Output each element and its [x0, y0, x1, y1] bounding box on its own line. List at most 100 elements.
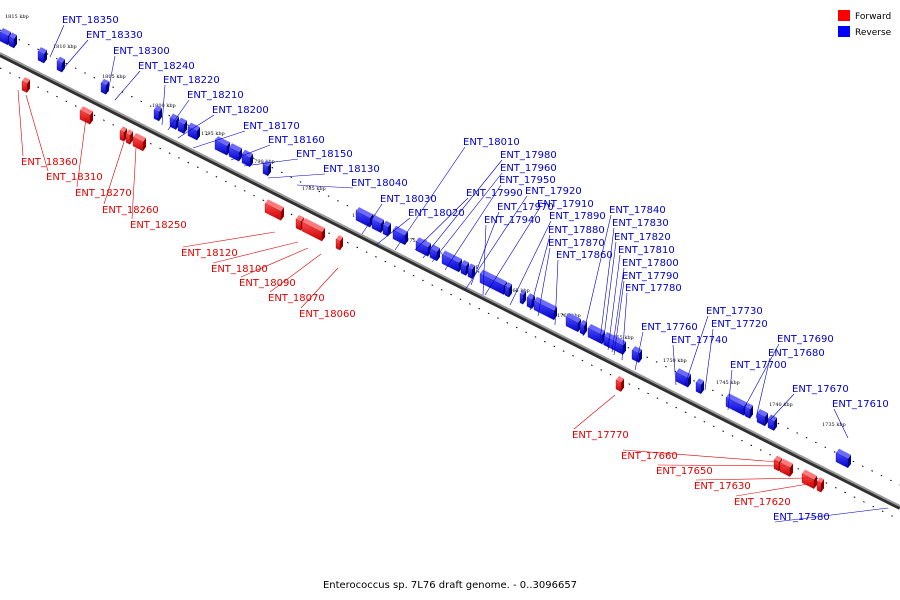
- reverse-gene-label[interactable]: ENT_17840: [609, 205, 666, 216]
- reverse-gene-label[interactable]: ENT_17970: [497, 202, 554, 213]
- forward-gene-block: [21, 77, 30, 93]
- reverse-gene-label[interactable]: ENT_18020: [408, 208, 465, 219]
- reverse-gene-block: [100, 78, 109, 95]
- reverse-leader-line: [431, 172, 503, 263]
- reverse-gene-label[interactable]: ENT_18220: [163, 75, 220, 86]
- reverse-gene-label[interactable]: ENT_18300: [113, 46, 170, 57]
- forward-gene-label[interactable]: ENT_17620: [734, 497, 791, 508]
- reverse-gene-label[interactable]: ENT_18150: [296, 149, 353, 160]
- reverse-gene-label[interactable]: ENT_17740: [671, 335, 728, 346]
- forward-gene-label[interactable]: ENT_18360: [21, 157, 78, 168]
- reverse-gene-label[interactable]: ENT_17580: [773, 512, 830, 523]
- reverse-leader-line: [444, 184, 502, 271]
- kbp-tick-label: 1735 kbp: [822, 422, 846, 428]
- reverse-gene-label[interactable]: ENT_17890: [549, 211, 606, 222]
- reverse-gene-label[interactable]: ENT_18160: [268, 135, 325, 146]
- reverse-gene-label[interactable]: ENT_17910: [537, 199, 594, 210]
- reverse-gene-label[interactable]: ENT_17810: [618, 245, 675, 256]
- reverse-gene-label[interactable]: ENT_17960: [500, 163, 557, 174]
- reverse-gene-label[interactable]: ENT_17830: [612, 218, 669, 229]
- legend-forward-label: Forward: [855, 12, 891, 22]
- reverse-gene-label[interactable]: ENT_17760: [641, 322, 698, 333]
- legend-reverse-swatch: [838, 26, 850, 37]
- forward-gene-block: [125, 129, 133, 145]
- kbp-tick-label: 1765 kbp: [506, 288, 530, 294]
- legend-forward-swatch: [838, 10, 850, 21]
- reverse-gene-block: [631, 346, 642, 363]
- reverse-gene-block: [767, 414, 777, 431]
- reverse-gene-block: [460, 260, 469, 276]
- reverse-gene-block: [587, 323, 605, 345]
- reverse-gene-label[interactable]: ENT_18010: [463, 137, 520, 148]
- forward-gene-block: [119, 126, 127, 142]
- reverse-gene-block: [8, 32, 17, 49]
- reverse-gene-label[interactable]: ENT_18330: [86, 30, 143, 41]
- forward-gene-label[interactable]: ENT_18120: [181, 248, 238, 259]
- forward-gene-block: [335, 235, 343, 251]
- reverse-gene-block: [835, 448, 851, 469]
- reverse-gene-label[interactable]: ENT_17940: [484, 215, 541, 226]
- forward-gene-label[interactable]: ENT_18090: [239, 278, 296, 289]
- reverse-gene-label[interactable]: ENT_17880: [548, 225, 605, 236]
- reverse-leader-line: [634, 331, 644, 371]
- forward-gene-label[interactable]: ENT_18070: [268, 293, 325, 304]
- reverse-gene-label[interactable]: ENT_17720: [711, 319, 768, 330]
- reverse-gene-label[interactable]: ENT_18130: [323, 164, 380, 175]
- forward-gene-block: [301, 218, 325, 242]
- reverse-leader-line: [509, 220, 552, 306]
- reverse-gene-label[interactable]: ENT_17980: [500, 150, 557, 161]
- reverse-gene-label[interactable]: ENT_17780: [625, 283, 682, 294]
- forward-gene-label[interactable]: ENT_17770: [572, 430, 629, 441]
- reverse-gene-label[interactable]: ENT_17870: [548, 238, 605, 249]
- reverse-gene-block: [565, 312, 581, 333]
- reverse-gene-label[interactable]: ENT_17860: [556, 250, 613, 261]
- reverse-gene-label[interactable]: ENT_17950: [499, 175, 556, 186]
- reverse-gene-label[interactable]: ENT_18200: [212, 105, 269, 116]
- forward-gene-label[interactable]: ENT_18060: [299, 309, 356, 320]
- forward-gene-label[interactable]: ENT_18100: [211, 264, 268, 275]
- gene-labels: ENT_18350 ENT_18330 ENT_18300 ENT_18240 ENT_…: [21, 15, 889, 523]
- forward-leader-line: [695, 477, 809, 481]
- forward-gene-label[interactable]: ENT_17630: [694, 481, 751, 492]
- reverse-gene-label[interactable]: ENT_17990: [466, 188, 523, 199]
- forward-gene-label[interactable]: ENT_18260: [102, 205, 159, 216]
- reverse-gene-block: [241, 149, 253, 168]
- forward-gene-block: [816, 477, 824, 493]
- forward-gene-label[interactable]: ENT_17650: [656, 466, 713, 477]
- forward-gene-label[interactable]: ENT_18250: [130, 220, 187, 231]
- reverse-gene-label[interactable]: ENT_17920: [525, 186, 582, 197]
- reverse-gene-label[interactable]: ENT_17800: [622, 258, 679, 269]
- kbp-tick-label: 1755 kbp: [610, 335, 634, 341]
- forward-leader-line: [17, 89, 24, 157]
- forward-gene-label[interactable]: ENT_18310: [46, 172, 103, 183]
- reverse-gene-label[interactable]: ENT_17790: [622, 271, 679, 282]
- reverse-gene-label[interactable]: ENT_18170: [243, 121, 300, 132]
- reverse-gene-label[interactable]: ENT_17730: [706, 306, 763, 317]
- reverse-leader-line: [296, 184, 354, 189]
- reverse-gene-label[interactable]: ENT_18210: [187, 90, 244, 101]
- reverse-gene-label[interactable]: ENT_17670: [792, 384, 849, 395]
- reverse-gene-label[interactable]: ENT_18040: [351, 178, 408, 189]
- reverse-gene-label[interactable]: ENT_18030: [380, 194, 437, 205]
- reverse-gene-label[interactable]: ENT_17690: [777, 334, 834, 345]
- reverse-leader-line: [704, 328, 714, 391]
- forward-gene-block: [295, 214, 304, 231]
- forward-gene-label[interactable]: ENT_18270: [75, 188, 132, 199]
- reverse-gene-label[interactable]: ENT_17820: [614, 232, 671, 243]
- reverse-leader-line: [414, 197, 469, 251]
- kbp-tick-label: 1805 kbp: [102, 74, 126, 80]
- reverse-gene-label[interactable]: ENT_18240: [138, 61, 195, 72]
- reverse-gene-block: [467, 263, 475, 279]
- forward-gene-label[interactable]: ENT_17660: [621, 451, 678, 462]
- reverse-gene-label[interactable]: ENT_17680: [768, 348, 825, 359]
- reverse-gene-label[interactable]: ENT_17610: [832, 399, 889, 410]
- reverse-leader-line: [394, 146, 466, 251]
- reverse-leader-line: [537, 247, 551, 317]
- reverse-gene-label[interactable]: ENT_18350: [62, 15, 119, 26]
- reverse-leader-line: [230, 144, 271, 161]
- reverse-gene-label[interactable]: ENT_17700: [730, 360, 787, 371]
- genome-backbone-shadow: [0, 53, 900, 510]
- forward-leader-line: [300, 267, 339, 309]
- reverse-leader-line: [613, 280, 625, 356]
